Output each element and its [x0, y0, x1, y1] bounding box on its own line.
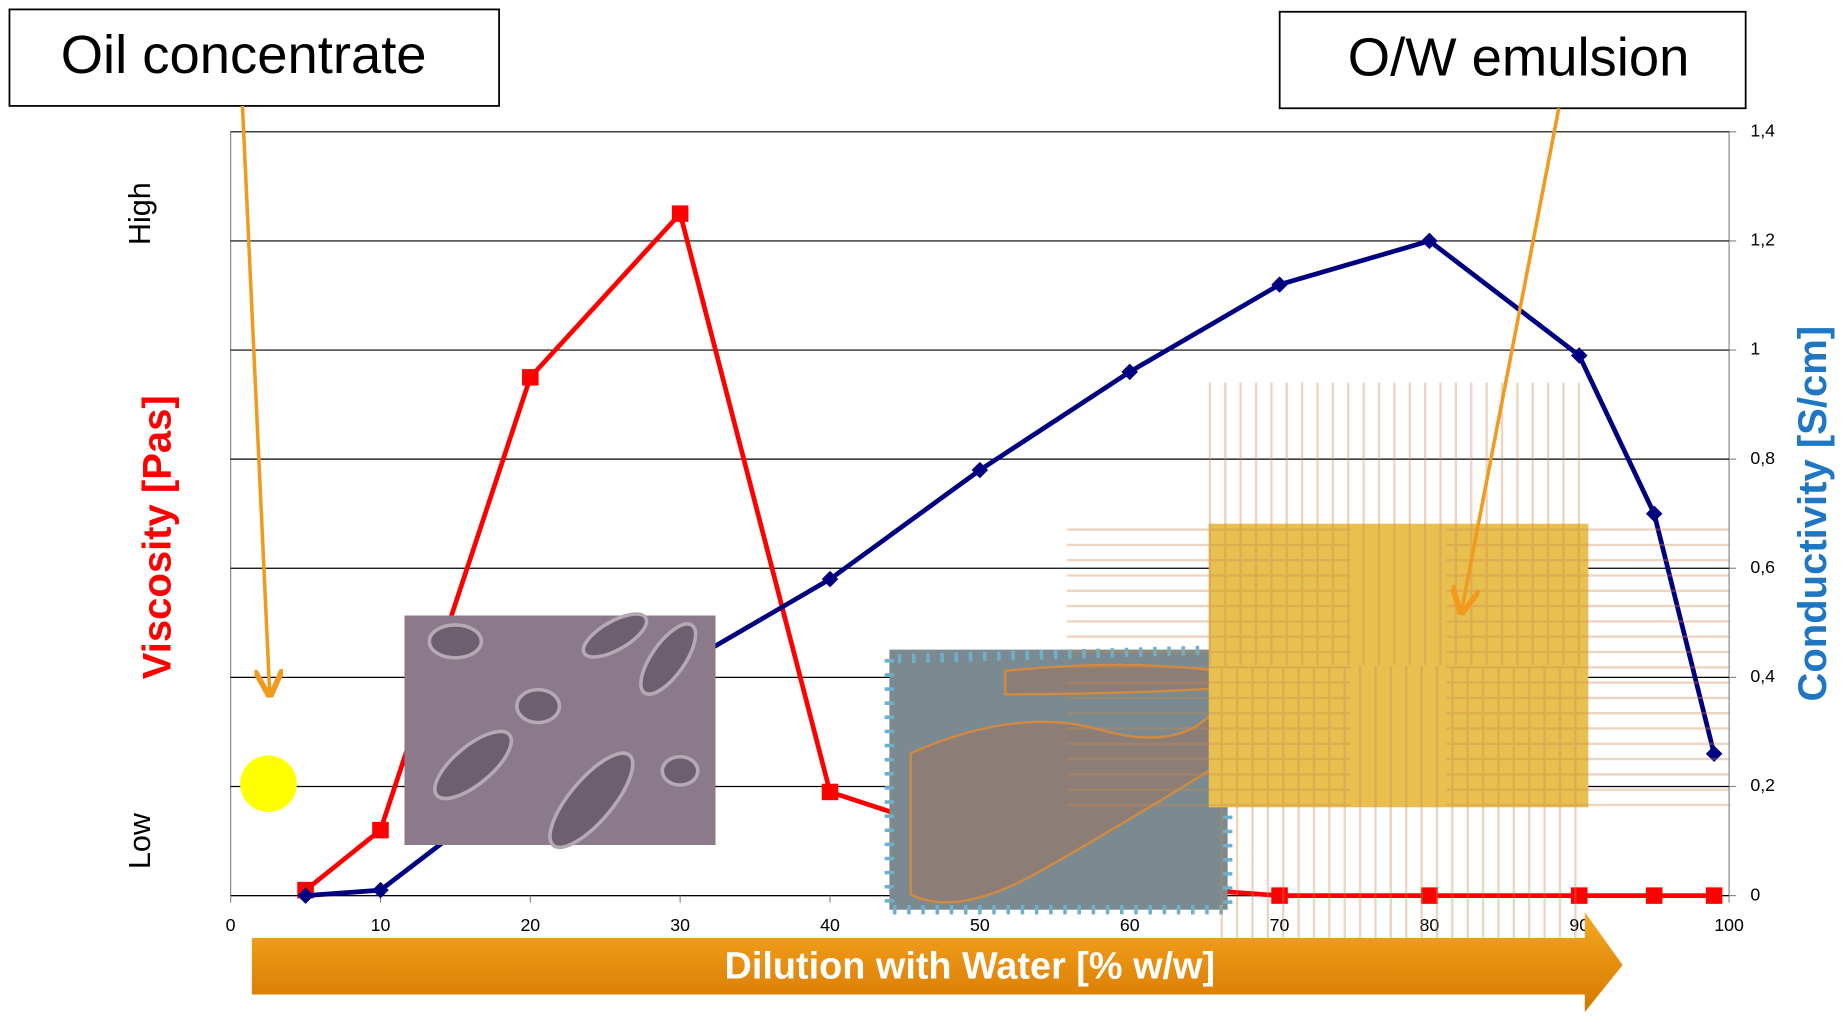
arrow [240, 105, 269, 692]
x-tick-label: 50 [970, 915, 990, 935]
y2-tick-label: 1,4 [1750, 121, 1775, 141]
micrograph-3 [1066, 382, 1731, 949]
x-tick-label: 40 [820, 915, 840, 935]
point [1271, 887, 1288, 904]
annotation: O/W emulsion [1348, 27, 1690, 88]
point [1705, 887, 1723, 904]
y2-tick-label: 0,2 [1750, 775, 1775, 795]
point [1570, 887, 1588, 904]
point [1421, 232, 1438, 250]
annotation-box [1278, 10, 1747, 110]
x-tick-label: 70 [1270, 915, 1290, 935]
point [821, 783, 839, 801]
x-tick-label: 100 [1714, 915, 1744, 935]
y2-tick-label: 0,6 [1750, 557, 1775, 577]
point [821, 570, 839, 588]
point [372, 821, 389, 839]
x-tick-label: 30 [670, 915, 690, 935]
y2-tick-label: 0,4 [1750, 666, 1775, 686]
point [1645, 505, 1663, 522]
point [971, 461, 989, 479]
point [1645, 887, 1663, 904]
y-axis-title: Viscosity [Pas] [135, 395, 179, 679]
micrograph-2 [884, 644, 1233, 915]
annotation-box [8, 8, 500, 107]
point [1705, 745, 1723, 762]
point [522, 369, 539, 386]
arrow [1462, 107, 1561, 609]
x-axis-arrow [251, 912, 1623, 1013]
point [1570, 347, 1588, 364]
x-tick-label: 80 [1420, 915, 1440, 935]
droplet [240, 755, 297, 813]
annotation: Oil concentrate [61, 24, 427, 85]
x-tick-label: 60 [1120, 915, 1140, 935]
point [1421, 887, 1438, 904]
x-tick-label: 90 [1569, 915, 1589, 935]
x-axis-title: Dilution with Water [% w/w] [725, 945, 1216, 987]
y2-tick-label: 1,2 [1750, 230, 1775, 250]
x-tick-label: 0 [226, 915, 236, 935]
y-tick-label: Low [123, 812, 157, 869]
y2-tick-label: 1 [1750, 339, 1760, 359]
micrograph-1 [404, 612, 716, 850]
y2-axis-title: Conductivity [S/cm] [1791, 326, 1835, 702]
y2-tick-label: 0 [1750, 884, 1760, 904]
point [671, 205, 689, 222]
annotations: Oil concentrate O/W emulsion Dilution wi… [8, 8, 1747, 1013]
y2-tick-label: 0,8 [1750, 448, 1775, 468]
point [297, 887, 314, 904]
x-tick-label: 10 [371, 915, 391, 935]
y-tick-label: High [123, 182, 157, 245]
x-tick-label: 20 [520, 915, 540, 935]
